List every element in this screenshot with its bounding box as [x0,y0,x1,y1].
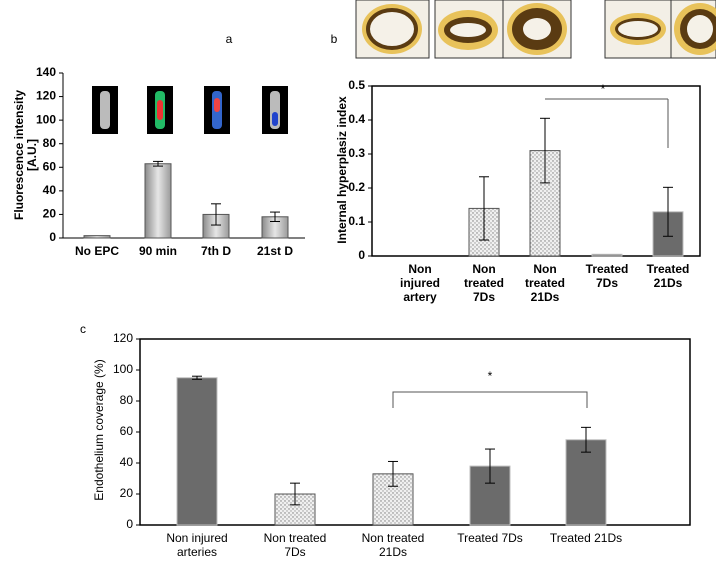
x-tick-label: Treated [647,262,690,276]
x-tick-label: 90 min [139,244,177,258]
thumbnails-a [92,86,288,134]
bar [591,253,623,257]
y-tick-label: 0 [358,248,365,262]
y-axis-label: Fluorescence intensity [12,90,26,220]
bar [83,235,111,239]
y-tick-label: 80 [43,136,57,150]
x-tick-label: injured [400,276,440,290]
panel-label: b [331,32,338,46]
y-tick-label: 20 [43,207,57,221]
x-tick-label: 21Ds [531,290,560,304]
y-tick-label: 80 [120,393,134,407]
y-tick-label: 60 [43,159,57,173]
bar [144,163,172,239]
y-tick-label: 60 [120,424,134,438]
y-axis-label: [A.U.] [25,139,39,171]
y-tick-label: 100 [113,362,133,376]
y-tick-label: 0.1 [348,214,365,228]
x-tick-label: No EPC [75,244,119,258]
y-tick-label: 120 [36,89,56,103]
x-tick-label: 7Ds [473,290,495,304]
panel-label: c [80,322,86,336]
y-tick-label: 120 [113,331,133,345]
x-tick-label: Non treated [362,531,425,545]
y-tick-label: 100 [36,112,56,126]
x-tick-label: Treated 21Ds [550,531,622,545]
x-tick-label: Non [408,262,431,276]
y-tick-label: 40 [120,455,134,469]
thumbnails-b [355,0,716,59]
bar [176,377,218,526]
x-tick-label: Non treated [264,531,327,545]
y-axis-label: Endothelium coverage (%) [92,359,106,500]
x-tick-label: Non injured [166,531,227,545]
y-tick-label: 140 [36,65,56,79]
significance-marker: * [601,82,606,96]
x-tick-label: Non [472,262,495,276]
y-tick-label: 20 [120,486,134,500]
x-tick-label: treated [464,276,504,290]
x-tick-label: 7Ds [596,276,618,290]
x-tick-label: arteries [177,545,217,559]
y-tick-label: 0 [126,517,133,531]
x-tick-label: Treated [586,262,629,276]
y-axis-label: Internal hyperplasiz index [335,96,349,244]
y-tick-label: 0.3 [348,146,365,160]
x-tick-label: Non [533,262,556,276]
x-tick-label: 21Ds [379,545,407,559]
significance-marker: * [488,369,493,383]
y-tick-label: 0.2 [348,180,365,194]
x-tick-label: artery [403,290,437,304]
y-tick-label: 40 [43,183,57,197]
significance-bracket [392,391,588,408]
x-tick-label: treated [525,276,565,290]
y-tick-label: 0.5 [348,78,365,92]
plot-frame [139,338,691,526]
panel-label: a [226,32,233,46]
x-tick-label: 7Ds [284,545,305,559]
x-tick-label: 21st D [257,244,293,258]
x-tick-label: 21Ds [654,276,683,290]
y-tick-label: 0 [49,230,56,244]
bar [565,439,607,526]
x-tick-label: 7th D [201,244,231,258]
x-tick-label: Treated 7Ds [457,531,523,545]
y-tick-label: 0.4 [348,112,365,126]
